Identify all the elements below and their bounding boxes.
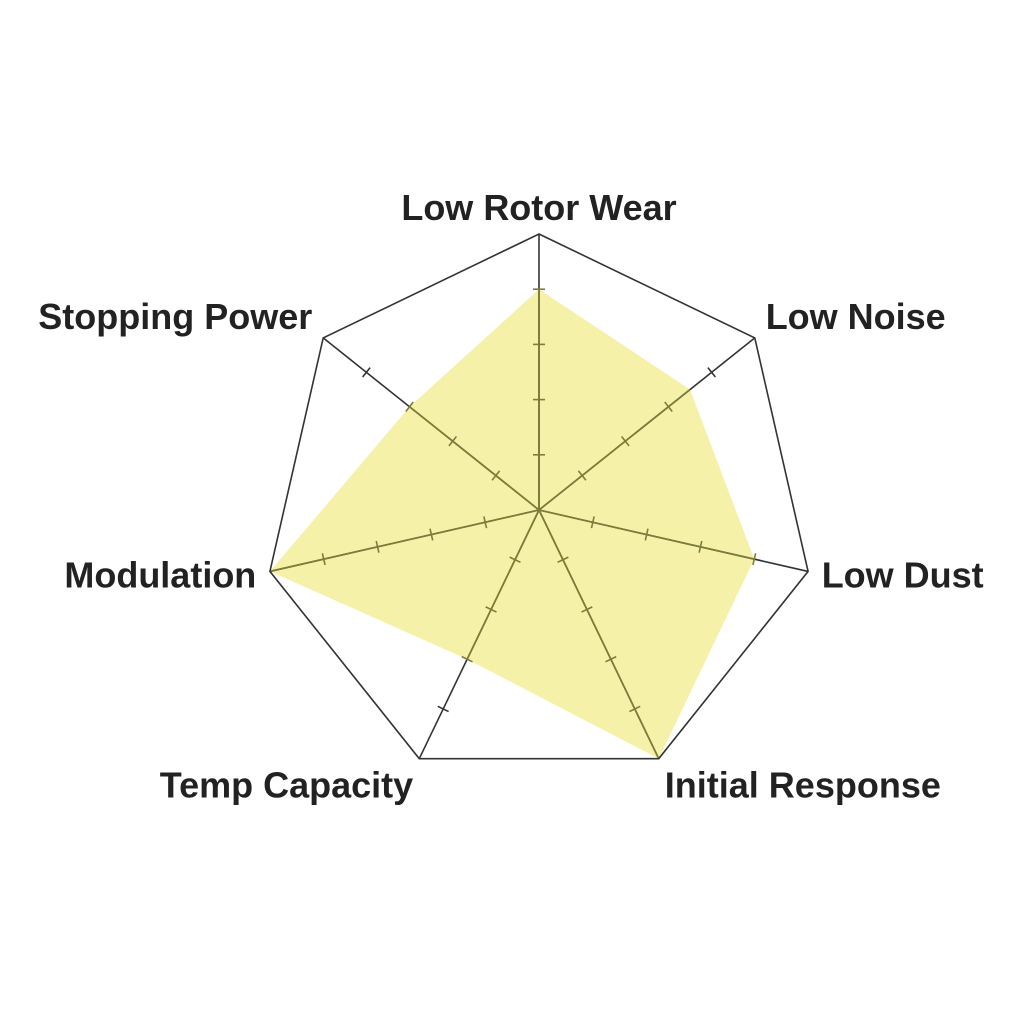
svg-text:Low Noise: Low Noise (766, 296, 946, 337)
svg-text:Initial Response: Initial Response (665, 765, 941, 806)
svg-text:Low Rotor Wear: Low Rotor Wear (401, 187, 676, 228)
svg-text:Temp Capacity: Temp Capacity (160, 765, 413, 806)
svg-text:Low Dust: Low Dust (822, 555, 984, 596)
svg-text:Modulation: Modulation (64, 555, 256, 596)
svg-text:Stopping Power: Stopping Power (38, 296, 312, 337)
